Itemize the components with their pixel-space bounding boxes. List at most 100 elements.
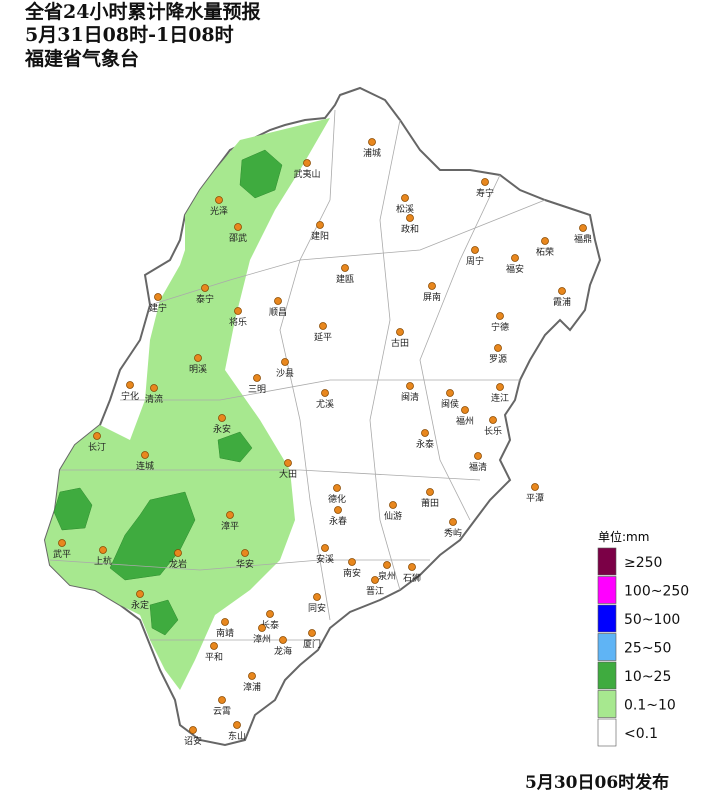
legend-swatch bbox=[597, 661, 617, 690]
legend-title: 单位:mm bbox=[598, 529, 649, 544]
city-dot bbox=[421, 429, 429, 437]
city-label: 诏安 bbox=[184, 735, 202, 747]
city-dot bbox=[189, 726, 197, 734]
city-dot bbox=[174, 549, 182, 557]
city-dot bbox=[218, 696, 226, 704]
city-label: 宁化 bbox=[121, 390, 139, 402]
city-dot bbox=[316, 221, 324, 229]
city-label: 平和 bbox=[205, 652, 223, 663]
city-dot bbox=[284, 459, 292, 467]
title-line: 全省24小时累计降水量预报 bbox=[24, 0, 260, 23]
city-label: 顺昌 bbox=[269, 307, 287, 318]
city-dot bbox=[408, 563, 416, 571]
city-label: 福鼎 bbox=[574, 233, 592, 245]
city-label: 东山 bbox=[228, 730, 246, 742]
city-dot bbox=[319, 322, 327, 330]
legend-swatch bbox=[597, 604, 617, 633]
city-dot bbox=[253, 374, 261, 382]
city-label: 厦门 bbox=[303, 638, 321, 650]
city-dot bbox=[150, 384, 158, 392]
city-label: 宁德 bbox=[491, 321, 509, 333]
city-dot bbox=[489, 416, 497, 424]
city-label: 永春 bbox=[329, 515, 347, 527]
city-label: 长汀 bbox=[88, 441, 106, 453]
city-dot bbox=[471, 246, 479, 254]
city-dot bbox=[406, 382, 414, 390]
city-label: 建阳 bbox=[311, 230, 329, 242]
city-dot bbox=[93, 432, 101, 440]
city-label: 福清 bbox=[469, 461, 487, 473]
city-label: 漳州 bbox=[253, 633, 271, 645]
city-dot bbox=[511, 254, 519, 262]
city-label: 福安 bbox=[506, 263, 524, 275]
city-label: 浦城 bbox=[363, 147, 381, 159]
city-label: 龙岩 bbox=[169, 558, 187, 570]
city-dot bbox=[396, 328, 404, 336]
city-label: 武夷山 bbox=[293, 168, 320, 180]
city-dot bbox=[221, 618, 229, 626]
city-label: 光泽 bbox=[210, 205, 228, 217]
legend-label: 25~50 bbox=[624, 641, 671, 657]
city-label: 晋江 bbox=[366, 586, 384, 597]
city-label: 清流 bbox=[145, 393, 163, 405]
legend-label: 50~100 bbox=[624, 612, 680, 628]
city-dot bbox=[371, 576, 379, 584]
city-dot bbox=[279, 636, 287, 644]
city-label: 尤溪 bbox=[316, 398, 334, 410]
city-dot bbox=[218, 414, 226, 422]
city-label: 周宁 bbox=[466, 255, 484, 267]
city-dot bbox=[541, 237, 549, 245]
city-label: 云霄 bbox=[213, 706, 231, 717]
province-outline bbox=[43, 86, 602, 747]
city-label: 永安 bbox=[213, 423, 231, 435]
city-label: 建瓯 bbox=[336, 273, 354, 285]
city-dot bbox=[389, 501, 397, 509]
city-label: 罗源 bbox=[489, 354, 507, 365]
city-dot bbox=[58, 539, 66, 547]
city-dot bbox=[154, 293, 162, 301]
city-dot bbox=[474, 452, 482, 460]
city-label: 霞浦 bbox=[553, 296, 571, 308]
city-label: 建宁 bbox=[149, 302, 167, 314]
legend-swatch bbox=[597, 690, 617, 718]
city-label: 泉州 bbox=[378, 570, 396, 582]
city-label: 漳平 bbox=[221, 520, 239, 532]
city-label: 连城 bbox=[136, 460, 154, 472]
city-dot bbox=[383, 561, 391, 569]
city-label: 政和 bbox=[401, 223, 419, 235]
city-label: 古田 bbox=[391, 337, 409, 349]
city-label: 泰宁 bbox=[196, 293, 214, 305]
rain-area-light bbox=[45, 118, 330, 690]
city-label: 永定 bbox=[131, 599, 149, 611]
city-dot bbox=[303, 159, 311, 167]
city-label: 沙县 bbox=[276, 368, 294, 379]
city-label: 延平 bbox=[314, 331, 332, 343]
city-dot bbox=[141, 451, 149, 459]
legend-swatch bbox=[597, 547, 617, 576]
rain-area-moderate bbox=[53, 149, 283, 636]
city-label: 连江 bbox=[491, 392, 509, 404]
city-dot bbox=[496, 383, 504, 391]
city-dot bbox=[126, 381, 134, 389]
city-dot bbox=[194, 354, 202, 362]
city-dot bbox=[481, 178, 489, 186]
city-dot bbox=[494, 344, 502, 352]
city-dot bbox=[248, 672, 256, 680]
city-label: 石狮 bbox=[403, 573, 421, 584]
city-label: 柘荣 bbox=[536, 246, 554, 258]
title-line: 福建省气象台 bbox=[24, 47, 139, 70]
city-label: 德化 bbox=[328, 493, 346, 505]
county-borders bbox=[49, 109, 546, 641]
city-label: 南安 bbox=[343, 567, 361, 579]
city-dot bbox=[461, 406, 469, 414]
city-dot bbox=[406, 214, 414, 222]
city-label: 大田 bbox=[279, 468, 297, 480]
city-label: 三明 bbox=[248, 384, 266, 395]
city-dot bbox=[496, 312, 504, 320]
city-dot bbox=[368, 138, 376, 146]
legend-label: 10~25 bbox=[624, 669, 671, 685]
city-label: 仙游 bbox=[384, 510, 402, 522]
